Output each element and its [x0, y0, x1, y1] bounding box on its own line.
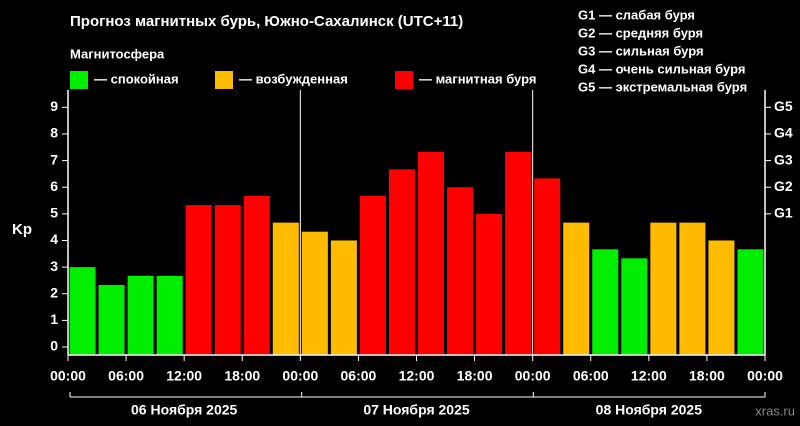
bar [214, 205, 241, 355]
y-tick-label: 4 [50, 231, 58, 247]
x-tick-label: 00:00 [282, 368, 318, 384]
bars [69, 151, 793, 355]
bar [592, 249, 619, 355]
bar [650, 222, 677, 355]
bar [156, 275, 183, 355]
bar [185, 205, 212, 355]
x-tick-label: 00:00 [50, 368, 86, 384]
legend-label: — магнитная буря [419, 71, 536, 86]
y-tick-label: 8 [50, 125, 58, 141]
bar [621, 258, 648, 355]
chart-subtitle: Магнитосфера [70, 46, 165, 61]
y2-tick-label: G4 [774, 125, 793, 141]
storm-scale-entry: G1 — слабая буря [578, 7, 695, 22]
x-tick-label: 06:00 [573, 368, 609, 384]
x-tick-label: 18:00 [224, 368, 260, 384]
legend-label: — возбужденная [239, 71, 348, 86]
x-tick-label: 12:00 [631, 368, 667, 384]
bar [359, 196, 386, 355]
bar [447, 187, 474, 355]
x-tick-label: 06:00 [108, 368, 144, 384]
y-tick-label: 5 [50, 205, 58, 221]
storm-scale-entry: G3 — сильная буря [578, 43, 704, 58]
bar [476, 213, 503, 355]
bar [330, 240, 357, 355]
chart-title: Прогноз магнитных бурь, Южно-Сахалинск (… [70, 13, 463, 30]
x-tick-label: 12:00 [166, 368, 202, 384]
storm-scale-entry: G4 — очень сильная буря [578, 61, 745, 76]
bar [418, 151, 445, 355]
y-tick-label: 6 [50, 178, 58, 194]
y-tick-label: 0 [50, 338, 58, 354]
storm-scale-entry: G2 — средняя буря [578, 25, 703, 40]
bar [98, 284, 125, 355]
bar [272, 222, 299, 355]
bar [737, 249, 764, 355]
watermark: xras.ru [755, 403, 795, 418]
bar [563, 222, 590, 355]
legend-swatch [215, 71, 233, 89]
y2-tick-label: G1 [774, 205, 793, 221]
bar [679, 222, 706, 355]
y2-tick-label: G5 [774, 98, 793, 114]
x-tick-label: 18:00 [457, 368, 493, 384]
x-tick-label: 12:00 [399, 368, 435, 384]
bar [534, 178, 561, 355]
legend-swatch [395, 71, 413, 89]
storm-scale-entry: G5 — экстремальная буря [578, 79, 747, 94]
y2-tick-label: G2 [774, 178, 793, 194]
x-tick-label: 00:00 [747, 368, 783, 384]
y-tick-label: 3 [50, 258, 58, 274]
bar [301, 231, 328, 355]
day-label: 08 Ноября 2025 [596, 402, 703, 418]
y-axis-label: Kp [12, 221, 32, 238]
bar [127, 275, 154, 355]
y2-tick-label: G3 [774, 151, 793, 167]
bar [767, 258, 793, 355]
y-tick-label: 9 [50, 98, 58, 114]
bar [69, 267, 96, 355]
x-tick-label: 00:00 [515, 368, 551, 384]
legend-swatch [70, 71, 88, 89]
bar [243, 196, 270, 355]
bar [708, 240, 735, 355]
y-tick-label: 7 [50, 151, 58, 167]
legend-label: — спокойная [94, 71, 179, 86]
day-label: 07 Ноября 2025 [363, 402, 470, 418]
day-label: 06 Ноября 2025 [131, 402, 238, 418]
bar [505, 151, 532, 355]
y-tick-label: 2 [50, 284, 58, 300]
bar [388, 169, 415, 355]
x-tick-label: 06:00 [341, 368, 377, 384]
x-tick-label: 18:00 [689, 368, 725, 384]
y-tick-label: 1 [50, 311, 58, 327]
